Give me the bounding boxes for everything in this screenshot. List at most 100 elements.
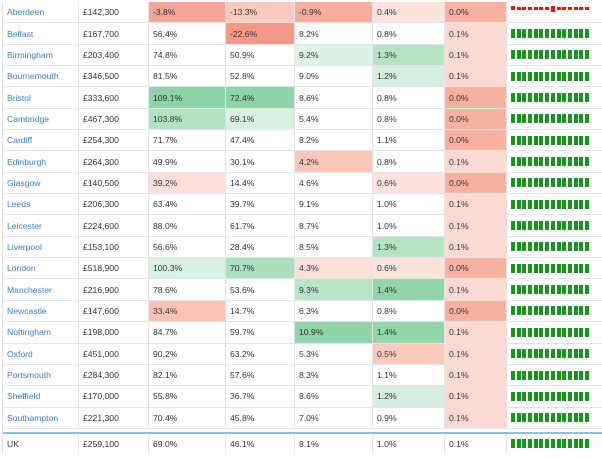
percent-change-cell: 0.1% — [445, 433, 507, 454]
city-link[interactable]: Glasgow — [7, 177, 41, 188]
table-row: Cambridge £467,300 103.8% 69.1% 5.4% 0.8% 0.0% — [3, 108, 602, 131]
sparkline-bar — [579, 114, 584, 124]
city-link[interactable]: Liverpool — [7, 241, 42, 252]
sparkline — [511, 66, 591, 86]
sparkline-bar — [579, 178, 584, 188]
sparkline-bar — [528, 413, 533, 423]
sparkline-bar — [573, 29, 578, 39]
sparkline — [511, 386, 591, 406]
sparkline-bar — [579, 50, 584, 60]
sparkline-bar — [528, 199, 533, 209]
percent-change-cell: 78.6% — [149, 279, 226, 300]
sparkline-bar — [567, 391, 572, 401]
sparkline — [511, 45, 591, 65]
city-link[interactable]: Newcastle — [7, 305, 47, 316]
city-cell: Cambridge — [3, 108, 79, 130]
sparkline-bar — [556, 7, 561, 11]
sparkline-bar — [511, 71, 515, 81]
sparkline-bar — [562, 50, 567, 60]
sparkline-bar — [567, 50, 572, 60]
city-link[interactable]: Aberdeen — [7, 7, 45, 18]
sparkline-bar — [522, 439, 527, 449]
trend-cell — [507, 386, 602, 406]
percent-change-cell: 0.1% — [445, 23, 507, 44]
city-link[interactable]: London — [7, 263, 36, 274]
percent-change-cell: 14.4% — [226, 172, 295, 194]
sparkline-bar — [562, 306, 567, 316]
city-cell: Manchester — [3, 279, 79, 300]
city-link[interactable]: Edinburgh — [7, 156, 47, 167]
table-row: Belfast £167,700 56.4% -22.6% 8.2% 0.8% 0.1% — [3, 23, 602, 45]
sparkline-bar — [545, 285, 550, 295]
sparkline-bar — [539, 327, 544, 337]
city-cell: Edinburgh — [3, 151, 79, 172]
region-label: UK — [7, 438, 19, 449]
city-link[interactable]: Southampton — [7, 412, 59, 423]
table-row: Bristol £333,600 109.1% 72.4% 8.6% 0.8% 0.0% — [3, 87, 602, 109]
sparkline-bar — [556, 285, 561, 295]
city-link[interactable]: Portsmouth — [7, 370, 51, 381]
sparkline-bar — [528, 263, 533, 273]
percent-change-cell: 103.8% — [149, 108, 226, 130]
city-link[interactable]: Manchester — [7, 284, 52, 295]
sparkline-bar — [562, 157, 567, 167]
city-link[interactable]: Bournemouth — [7, 71, 59, 82]
percent-change-cell: 8.6% — [295, 87, 373, 108]
city-link[interactable]: Sheffield — [7, 391, 41, 402]
percent-change-cell: 0.1% — [445, 44, 507, 66]
trend-cell — [507, 301, 602, 321]
average-price-cell: £451,000 — [79, 343, 149, 364]
city-link[interactable]: Oxford — [7, 348, 33, 359]
sparkline-bar — [545, 93, 550, 103]
percent-change-cell: 56.6% — [149, 236, 226, 258]
sparkline-bar — [528, 285, 533, 295]
percent-change-cell: 1.4% — [373, 279, 445, 300]
sparkline-bar — [545, 327, 550, 337]
trend-cell — [507, 279, 602, 299]
city-cell: Newcastle — [3, 300, 79, 322]
percent-change-cell: 8.2% — [295, 130, 373, 151]
sparkline-bar — [556, 242, 561, 252]
percent-change-cell: 47.4% — [226, 130, 295, 151]
sparkline-bar — [550, 50, 555, 60]
sparkline-bar — [584, 7, 589, 11]
percent-change-cell: 0.5% — [373, 343, 445, 364]
percent-change-cell: 69.0% — [149, 433, 226, 454]
city-link[interactable]: Leicester — [7, 220, 42, 231]
sparkline-bar — [511, 199, 515, 209]
sparkline-bar — [516, 7, 521, 11]
trend-cell — [507, 2, 602, 22]
sparkline-bar — [511, 349, 515, 359]
sparkline-bar — [533, 413, 538, 423]
sparkline-bar — [528, 349, 533, 359]
city-link[interactable]: Belfast — [7, 28, 34, 39]
sparkline — [511, 194, 591, 214]
sparkline-bar — [545, 178, 550, 188]
percent-change-cell: 0.0% — [445, 172, 507, 194]
sparkline-bar — [522, 391, 527, 401]
trend-cell — [507, 173, 602, 193]
sparkline-bar — [533, 263, 538, 273]
percent-change-cell: 8.1% — [295, 433, 373, 454]
city-link[interactable]: Cardiff — [7, 135, 33, 146]
sparkline-bar — [579, 7, 584, 11]
sparkline-bar — [539, 306, 544, 316]
city-link[interactable]: Bristol — [7, 92, 31, 103]
sparkline-bar — [556, 29, 561, 39]
sparkline-bar — [511, 370, 515, 380]
percent-change-cell: 9.1% — [295, 194, 373, 215]
sparkline-bar — [584, 370, 589, 380]
city-link[interactable]: Nottingham — [7, 327, 51, 338]
city-link[interactable]: Birmingham — [7, 49, 53, 60]
city-link[interactable]: Leeds — [7, 199, 31, 210]
sparkline-bar — [584, 157, 589, 167]
sparkline-bar — [567, 263, 572, 273]
sparkline-bar — [522, 221, 527, 231]
sparkline-bar — [567, 221, 572, 231]
city-link[interactable]: Cambridge — [7, 113, 50, 124]
sparkline-bar — [579, 29, 584, 39]
sparkline-bar — [522, 157, 527, 167]
table-body: Aberdeen £142,300 -3.8% -13.3% -0.9% 0.4% 0.0%… — [3, 2, 602, 429]
sparkline-bar — [584, 306, 589, 316]
percent-change-cell: 70.7% — [226, 258, 295, 279]
